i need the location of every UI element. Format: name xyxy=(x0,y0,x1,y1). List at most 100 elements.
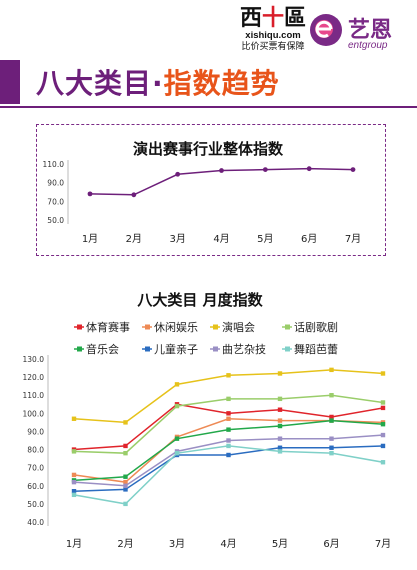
y-tick-label: 60.0 xyxy=(27,482,44,491)
x-tick-label: 4月 xyxy=(220,538,236,550)
xishiqu-url: xishiqu.com xyxy=(245,30,301,41)
legend-marker xyxy=(285,324,290,330)
data-point xyxy=(71,449,77,454)
header: 八大类目·指数趋势 西十區 xishiqu.com 比价买票有保障 艺恩 ent… xyxy=(0,0,417,108)
page-title: 八大类目·指数趋势 xyxy=(36,62,280,102)
x-tick-label: 4月 xyxy=(213,233,229,245)
y-tick-label: 90.0 xyxy=(47,179,64,188)
data-point xyxy=(123,474,128,479)
data-point xyxy=(380,460,386,465)
data-point xyxy=(174,382,180,387)
data-point xyxy=(123,479,128,485)
data-point xyxy=(329,445,334,450)
data-point xyxy=(175,171,181,177)
x-tick-label: 5月 xyxy=(272,538,288,550)
data-point xyxy=(123,420,128,425)
data-point xyxy=(329,436,334,441)
data-point xyxy=(71,416,77,421)
title-part2: 指数趋势 xyxy=(163,67,280,100)
y-tick-label: 130.0 xyxy=(23,355,45,364)
x-tick-label: 1月 xyxy=(82,233,98,245)
data-point xyxy=(277,449,283,454)
data-point xyxy=(329,367,334,373)
data-point xyxy=(329,414,334,420)
data-point xyxy=(277,418,283,423)
data-point xyxy=(123,483,128,488)
data-point xyxy=(226,427,231,432)
x-tick-label: 5月 xyxy=(257,233,273,245)
data-point xyxy=(380,443,386,449)
data-point xyxy=(350,167,356,172)
xishiqu-slogan: 比价买票有保障 xyxy=(241,42,305,52)
entgroup-en: entgroup xyxy=(348,40,388,51)
title-part1: 八大类目· xyxy=(36,67,164,100)
legend-marker xyxy=(145,346,150,352)
legend-label: 儿童亲子 xyxy=(154,342,198,356)
y-tick-label: 70.0 xyxy=(47,197,64,206)
y-tick-label: 50.0 xyxy=(47,216,64,225)
legend-marker xyxy=(145,324,150,330)
data-point xyxy=(277,371,283,376)
xishiqu-logo-mark: 西十區 xyxy=(239,5,307,31)
legend-marker xyxy=(77,346,82,352)
data-point xyxy=(71,479,77,485)
data-point xyxy=(262,167,268,172)
y-tick-label: 50.0 xyxy=(27,500,44,509)
data-point xyxy=(226,396,231,402)
y-tick-label: 70.0 xyxy=(27,464,44,473)
x-tick-label: 6月 xyxy=(301,233,317,245)
y-tick-label: 40.0 xyxy=(27,518,44,527)
accent-tab xyxy=(0,60,20,104)
data-point xyxy=(226,411,231,416)
entgroup-logo: 艺恩 entgroup xyxy=(308,8,413,56)
data-point xyxy=(277,396,283,402)
data-point xyxy=(71,492,77,498)
overall-index-chart: 演出赛事行业整体指数 110.0 90.0 70.0 50.0 1月 2月 3月 4月 5月 6月… xyxy=(43,140,362,245)
data-point xyxy=(226,438,231,443)
x-tick-label: 3月 xyxy=(169,538,185,550)
data-point xyxy=(123,501,128,507)
y-tick-label: 120.0 xyxy=(23,373,45,382)
data-point xyxy=(226,452,231,458)
xishiqu-logo: 西十區 xishiqu.com 比价买票有保障 xyxy=(228,6,318,53)
x-tick-label: 7月 xyxy=(375,538,391,550)
header-rule xyxy=(0,106,417,108)
x-tick-label: 3月 xyxy=(169,233,185,245)
legend-marker xyxy=(213,346,218,352)
data-point xyxy=(219,168,224,173)
legend-label: 音乐会 xyxy=(86,342,119,356)
legend-marker xyxy=(285,346,290,352)
y-tick-label: 110.0 xyxy=(23,391,45,400)
y-tick-label: 90.0 xyxy=(27,427,44,436)
legend-label: 话剧歌剧 xyxy=(294,320,338,334)
y-tick-label: 100.0 xyxy=(23,409,45,418)
overall-chart-frame xyxy=(36,124,386,256)
data-point xyxy=(226,443,231,449)
x-tick-label: 6月 xyxy=(323,538,339,550)
data-point xyxy=(380,400,386,405)
data-point xyxy=(131,192,137,198)
data-point xyxy=(380,371,386,376)
data-point xyxy=(277,407,283,412)
data-point xyxy=(174,403,180,409)
entgroup-cn: 艺恩 xyxy=(348,18,393,43)
data-point xyxy=(226,373,231,378)
data-point xyxy=(277,436,283,441)
data-point xyxy=(277,423,283,429)
x-tick-label: 2月 xyxy=(117,538,133,550)
data-point xyxy=(380,405,386,411)
data-point xyxy=(226,416,231,421)
chart-title: 八大类目 月度指数 xyxy=(136,291,263,309)
chart-title: 演出赛事行业整体指数 xyxy=(133,140,284,158)
x-tick-label: 1月 xyxy=(66,538,82,550)
legend-label: 舞蹈芭蕾 xyxy=(294,342,338,356)
data-point xyxy=(380,422,386,427)
series-line xyxy=(73,403,384,451)
data-point xyxy=(329,450,334,456)
data-point xyxy=(123,487,128,492)
data-point xyxy=(174,436,180,441)
data-point xyxy=(329,393,334,398)
x-tick-label: 2月 xyxy=(126,233,142,245)
data-point xyxy=(174,450,180,456)
